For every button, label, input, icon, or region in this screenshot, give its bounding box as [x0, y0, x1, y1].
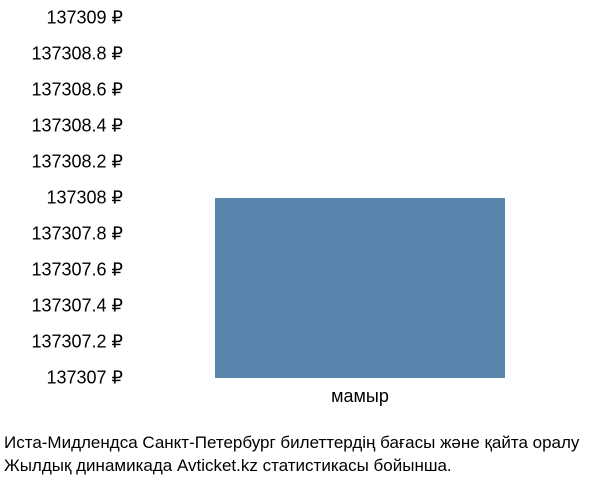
caption-line-2: Жылдық динамикада Avticket.kz статистика…: [4, 455, 600, 478]
y-axis-tick-label: 137307 ₽: [46, 368, 133, 389]
bar: [215, 198, 506, 378]
plot-area: 137309 ₽137308.8 ₽137308.6 ₽137308.4 ₽13…: [133, 18, 587, 378]
y-axis-tick-label: 137308.2 ₽: [31, 152, 133, 173]
y-axis-tick-label: 137307.2 ₽: [31, 332, 133, 353]
y-axis-tick-label: 137308.6 ₽: [31, 80, 133, 101]
chart-caption: Иста-Мидлендса Санкт-Петербург билеттерд…: [0, 432, 600, 478]
y-axis-tick-label: 137309 ₽: [46, 8, 133, 29]
y-axis-tick-label: 137308.8 ₽: [31, 44, 133, 65]
y-axis-tick-label: 137308 ₽: [46, 188, 133, 209]
price-chart: 137309 ₽ 137308.8 ₽ 137308.6 ₽ 137308.4 ₽ 13…: [0, 0, 600, 500]
y-axis-tick-label: 137307.6 ₽: [31, 260, 133, 281]
y-axis-tick-label: 137307.8 ₽: [31, 224, 133, 245]
y-axis-tick-label: 137307.4 ₽: [31, 296, 133, 317]
caption-line-1: Иста-Мидлендса Санкт-Петербург билеттерд…: [4, 432, 600, 455]
y-axis-tick-label: 137308.4 ₽: [31, 116, 133, 137]
x-axis-tick-label: мамыр: [331, 378, 389, 407]
